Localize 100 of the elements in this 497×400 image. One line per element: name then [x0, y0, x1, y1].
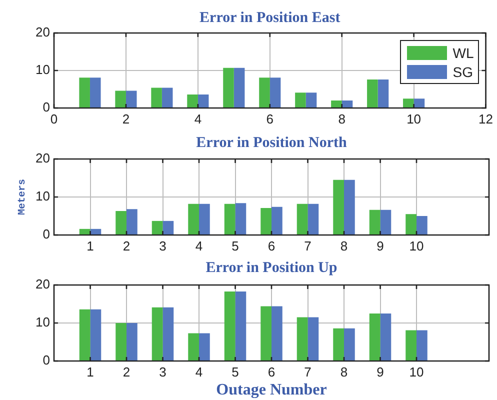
bar [188, 333, 199, 360]
x-tick-label: 5 [232, 238, 239, 254]
x-tick-label: 6 [268, 238, 276, 254]
bar [115, 90, 126, 108]
bar [380, 314, 392, 360]
x-tick-label: 1 [86, 364, 94, 380]
bar [79, 309, 90, 360]
bar [126, 90, 137, 108]
bar [406, 330, 416, 360]
bar [308, 317, 319, 360]
bar [116, 211, 126, 234]
bar [152, 307, 163, 360]
x-tick-label: 4 [195, 238, 203, 254]
bar [306, 92, 317, 108]
x-tick-label: 7 [304, 238, 312, 254]
bar [126, 209, 138, 234]
bar [380, 210, 392, 234]
y-axis-title: Meters [18, 178, 29, 216]
y-tick-label: 20 [36, 276, 50, 292]
bar [403, 98, 414, 108]
y-tick-label: 20 [36, 150, 50, 166]
x-tick-label: 8 [338, 111, 346, 126]
bar [126, 323, 138, 360]
x-tick-label: 9 [376, 364, 384, 380]
y-tick-label: 0 [42, 100, 50, 115]
bar [90, 309, 102, 360]
x-tick-label: 2 [122, 111, 130, 126]
x-tick-label: 2 [122, 238, 130, 254]
y-tick-label: 20 [36, 24, 50, 40]
chart-title: Error in Position North [196, 134, 348, 151]
bar [414, 98, 425, 108]
bar [416, 330, 428, 360]
legend-label: WL [452, 44, 474, 60]
bar [162, 220, 174, 234]
bar [270, 78, 281, 108]
bar [416, 216, 428, 234]
x-tick-label: 6 [268, 364, 276, 380]
bar [234, 68, 245, 108]
bar [162, 88, 173, 108]
chart-title: Error in Position Up [206, 260, 338, 276]
bar [369, 314, 380, 360]
bar [187, 94, 198, 108]
bar [188, 204, 199, 234]
bar [198, 94, 209, 108]
bar [90, 78, 101, 108]
bar [378, 80, 389, 108]
x-tick-label: 4 [194, 111, 202, 126]
bar [295, 92, 306, 108]
bar [260, 208, 272, 234]
bar [199, 204, 210, 234]
bar [406, 214, 416, 234]
bar [259, 78, 270, 108]
y-tick-label: 0 [42, 226, 50, 242]
y-tick-label: 10 [36, 188, 50, 204]
bar [272, 306, 282, 360]
y-tick-label: 10 [36, 314, 50, 330]
bar [162, 307, 174, 360]
bar [152, 220, 163, 234]
bar [224, 291, 236, 360]
x-tick-label: 2 [122, 364, 130, 380]
x-tick-label: 10 [406, 111, 422, 126]
bar [260, 306, 272, 360]
x-tick-label: 1 [86, 238, 94, 254]
x-tick-label: 7 [304, 364, 312, 380]
bar [333, 180, 344, 234]
x-tick-label: 10 [409, 238, 424, 254]
bar [331, 100, 342, 108]
bar [342, 100, 353, 108]
legend-label: SG [452, 64, 474, 80]
bar [235, 203, 246, 234]
bar [367, 80, 378, 108]
chart-title: Error in Position East [200, 10, 340, 26]
bar [296, 317, 308, 360]
x-tick-label: 12 [478, 111, 494, 126]
bar [344, 328, 355, 360]
y-tick-label: 0 [42, 352, 50, 368]
x-tick-label: 6 [266, 111, 274, 126]
bar [151, 88, 162, 108]
x-tick-label: 8 [340, 238, 348, 254]
bar [224, 204, 236, 234]
bar [333, 328, 344, 360]
bar [90, 228, 102, 234]
bar [308, 204, 319, 234]
x-tick-label: 10 [409, 364, 424, 380]
bar [272, 206, 282, 234]
bar [296, 204, 308, 234]
bar [344, 180, 355, 234]
bar [223, 68, 234, 108]
bar [116, 323, 126, 360]
x-tick-label: 3 [159, 364, 166, 380]
bar [79, 228, 90, 234]
x-tick-label: 9 [376, 238, 384, 254]
y-tick-label: 10 [36, 62, 50, 78]
bar [235, 291, 246, 360]
x-axis-title: Outage Number [216, 382, 327, 399]
x-tick-label: 4 [195, 364, 203, 380]
bar [199, 333, 210, 360]
x-tick-label: 5 [232, 364, 239, 380]
bar [369, 210, 380, 234]
bar [79, 78, 90, 108]
